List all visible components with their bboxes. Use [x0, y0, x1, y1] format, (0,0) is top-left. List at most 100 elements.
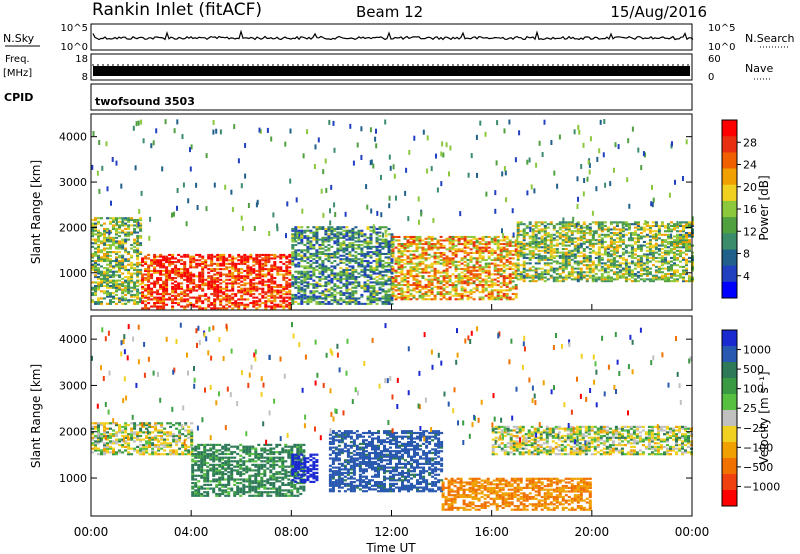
heatmap-cell — [378, 235, 382, 238]
heatmap-cell — [212, 120, 215, 125]
heatmap-cell — [321, 226, 325, 229]
heatmap-cell — [621, 258, 625, 261]
heatmap-cell — [351, 258, 355, 261]
heatmap-cell — [580, 164, 583, 169]
heatmap-cell — [502, 262, 506, 265]
heatmap-cell — [463, 269, 467, 272]
heatmap-cell — [273, 266, 277, 269]
heatmap-cell — [360, 274, 364, 277]
heatmap-cell — [522, 246, 526, 249]
heatmap-cell — [348, 272, 352, 275]
heatmap-cell — [630, 244, 634, 247]
heatmap-cell — [543, 271, 547, 274]
heatmap-cell — [121, 283, 125, 286]
heatmap-cell — [417, 196, 420, 202]
heatmap-cell — [409, 269, 413, 272]
heatmap-cell — [400, 251, 404, 254]
heatmap-cell — [216, 307, 220, 310]
heatmap-cell — [451, 248, 455, 251]
heatmap-cell — [243, 255, 247, 258]
heatmap-cell — [168, 275, 172, 278]
heatmap-cell — [481, 287, 485, 290]
heatmap-cell — [636, 274, 640, 277]
heatmap-cell — [427, 246, 431, 249]
heatmap-cell — [424, 251, 428, 254]
heatmap-cell — [180, 271, 184, 274]
heatmap-cell — [318, 256, 322, 259]
station-title: Rankin Inlet (fitACF) — [92, 0, 262, 20]
heatmap-cell — [427, 237, 431, 240]
heatmap-cell — [496, 120, 499, 126]
heatmap-cell — [552, 233, 556, 236]
heatmap-cell — [460, 248, 464, 251]
heatmap-cell — [516, 235, 519, 241]
heatmap-cell — [427, 291, 431, 294]
heatmap-cell — [171, 277, 175, 280]
heatmap-cell — [249, 287, 253, 290]
heatmap-cell — [673, 255, 676, 258]
heatmap-cell — [267, 284, 271, 287]
heatmap-cell — [288, 259, 292, 262]
heatmap-cell — [597, 246, 601, 249]
heatmap-cell — [537, 242, 541, 245]
heatmap-cell — [391, 266, 395, 269]
heatmap-cell — [189, 257, 193, 260]
heatmap-cell — [159, 300, 163, 303]
heatmap-cell — [648, 248, 652, 251]
heatmap-cell — [309, 240, 313, 243]
heatmap-cell — [466, 246, 470, 249]
heatmap-cell — [106, 238, 109, 241]
heatmap-cell — [318, 301, 322, 304]
heatmap-cell — [240, 261, 244, 264]
heatmap-cell — [391, 276, 395, 279]
heatmap-cell — [150, 287, 154, 290]
heatmap-cell — [430, 289, 434, 292]
heatmap-cell — [118, 276, 121, 279]
heatmap-cell — [240, 271, 244, 274]
heatmap-cell — [636, 280, 640, 283]
heatmap-cell — [546, 262, 550, 265]
heatmap-cell — [372, 260, 376, 263]
heatmap-cell — [516, 233, 520, 236]
heatmap-cell — [336, 238, 340, 241]
heatmap-cell — [276, 268, 280, 271]
heatmap-cell — [387, 302, 391, 305]
heatmap-cell — [124, 233, 128, 236]
heatmap-cell — [369, 254, 373, 257]
heatmap-cell — [594, 239, 598, 242]
heatmap-cell — [213, 277, 217, 280]
heatmap-cell — [448, 280, 452, 283]
heatmap-cell — [668, 192, 671, 198]
heatmap-cell — [354, 279, 358, 282]
heatmap-cell — [261, 287, 265, 290]
heatmap-cell — [94, 252, 97, 255]
heatmap-cell — [624, 276, 628, 279]
heatmap-cell — [213, 278, 217, 281]
heatmap-cell — [288, 273, 292, 276]
heatmap-cell — [603, 253, 607, 256]
heatmap-cell — [136, 251, 140, 254]
heatmap-cell — [639, 267, 643, 270]
heatmap-cell — [345, 267, 349, 270]
heatmap-cell — [357, 229, 361, 232]
heatmap-cell — [187, 198, 190, 204]
heatmap-cell — [493, 282, 497, 285]
heatmap-cell — [127, 292, 131, 295]
heatmap-cell — [384, 283, 388, 286]
heatmap-cell — [198, 307, 202, 310]
heatmap-cell — [306, 302, 310, 305]
heatmap-cell — [225, 257, 229, 260]
heatmap-cell — [384, 256, 388, 259]
heatmap-cell — [288, 302, 292, 305]
heatmap-cell — [387, 277, 391, 280]
heatmap-cell — [237, 259, 241, 262]
heatmap-cell — [342, 285, 346, 288]
heatmap-cell — [564, 223, 568, 226]
heatmap-cell — [97, 297, 100, 300]
heatmap-cell — [228, 275, 232, 278]
heatmap-cell — [318, 226, 322, 229]
heatmap-cell — [633, 221, 637, 224]
heatmap-cell — [121, 244, 125, 247]
heatmap-cell — [354, 260, 358, 263]
heatmap-cell — [427, 285, 431, 288]
